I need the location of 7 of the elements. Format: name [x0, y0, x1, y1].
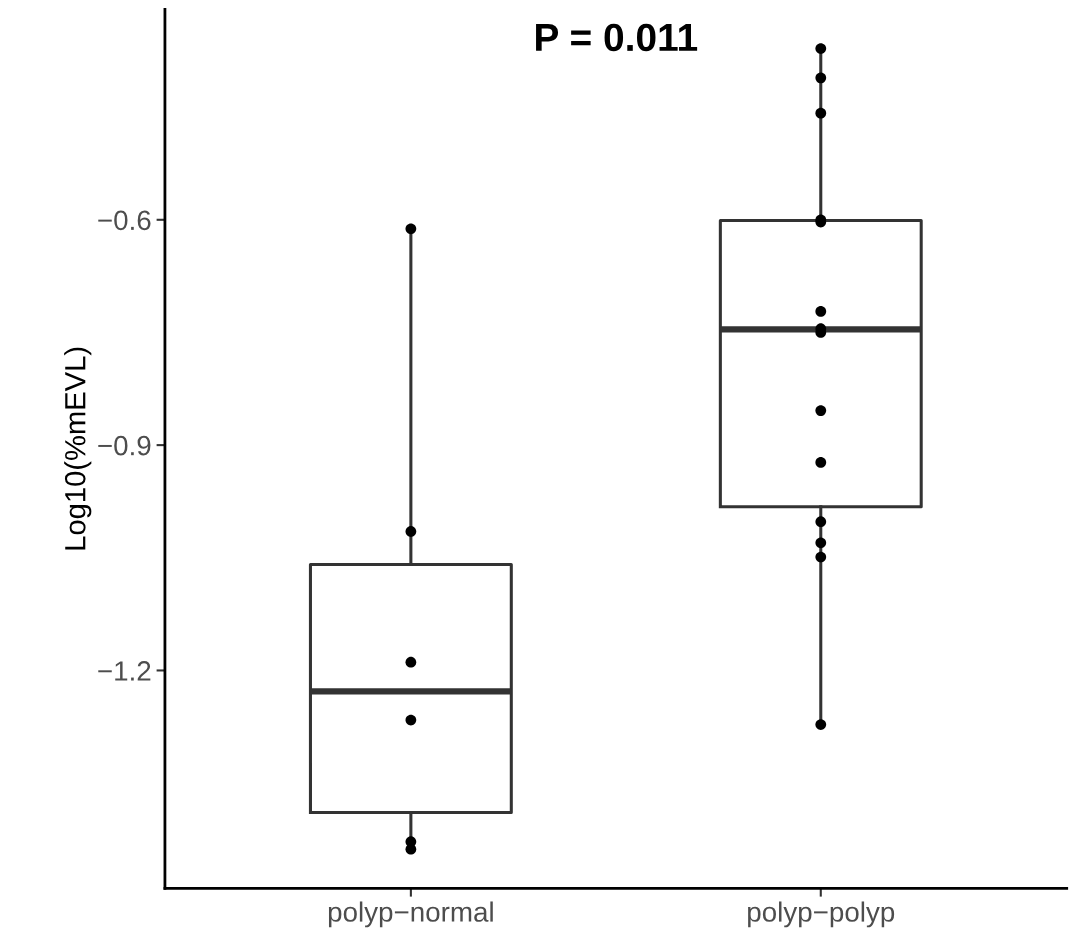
y-tick-label: −0.6	[98, 210, 151, 231]
y-tick-label: −1.2	[98, 661, 151, 681]
y-axis-title: Log10(%mEVL)	[64, 347, 92, 550]
x-tick-label: polyp−normal	[328, 901, 493, 928]
x-tick-label: polyp−polyp	[748, 901, 895, 928]
annotation: P = 0.011	[536, 23, 698, 52]
y-tick-label: −0.9	[98, 435, 151, 456]
